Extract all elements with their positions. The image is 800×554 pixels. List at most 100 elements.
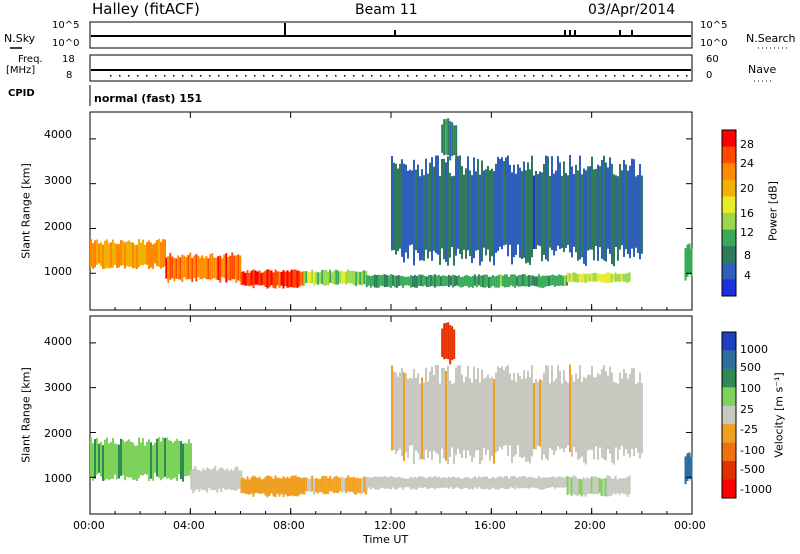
nave-dot (461, 75, 463, 77)
velocity-cell (252, 475, 255, 497)
velocity-cell (94, 439, 96, 479)
velocity-cell (355, 477, 358, 495)
velocity-cell (116, 444, 118, 480)
velocity-cell (300, 478, 303, 494)
power-cell (571, 166, 573, 258)
velocity-cell (483, 476, 486, 490)
velocity-cell (136, 445, 138, 481)
power-cell (423, 275, 426, 286)
power-cell (427, 173, 429, 259)
power-cell (461, 276, 464, 288)
velocity-cell (296, 476, 299, 497)
power-cell (481, 275, 484, 288)
power-cell (557, 274, 560, 286)
power-cell (347, 269, 350, 284)
velocity-cell (278, 477, 281, 497)
velocity-cell (387, 477, 390, 489)
velocity-cell (487, 374, 489, 450)
power-cell (533, 175, 535, 249)
power-cell (505, 157, 507, 245)
power-cell (465, 275, 468, 286)
velocity-cell (566, 476, 569, 496)
power-cell (483, 170, 485, 248)
nave-dot (380, 75, 382, 77)
velocity-cell (505, 366, 507, 446)
power-cell (375, 275, 378, 288)
nave-dot (443, 75, 445, 77)
nave-tick-low: 0 (706, 70, 713, 81)
velocity-cell (164, 437, 166, 477)
nave-dot (407, 75, 409, 77)
velocity-cell (196, 469, 199, 490)
velocity-cell (407, 378, 409, 458)
freq-trace (91, 69, 691, 77)
power-cell (543, 275, 546, 288)
velocity-cell (280, 478, 283, 495)
power-cell (581, 174, 583, 258)
velocity-cell (570, 477, 573, 496)
velocity-cell (433, 375, 435, 451)
power-cell (515, 276, 518, 286)
power-cell (479, 174, 481, 266)
velocity-cell (465, 476, 468, 488)
nave-dot (263, 75, 265, 77)
power-cell (427, 274, 430, 287)
velocity-cell (499, 476, 502, 488)
velocity-cell (475, 379, 477, 451)
velocity-cell (220, 467, 223, 493)
velocity-cell (633, 368, 635, 457)
power-cell (343, 272, 346, 284)
velocity-cell (627, 378, 629, 454)
velocity-cell (102, 445, 104, 481)
velocity-cell (579, 365, 581, 459)
power-cell (585, 170, 587, 266)
velocity-cell (481, 477, 484, 490)
velocity-cell (427, 476, 430, 489)
power-cell (601, 160, 603, 259)
velocity-cell (563, 370, 565, 452)
power-cell (363, 270, 366, 285)
velocity-cell (589, 374, 591, 450)
power-cell (493, 171, 495, 266)
power-cell (148, 240, 150, 270)
velocity-cell (198, 470, 201, 492)
velocity-cell (421, 377, 423, 460)
velocity-cell (587, 374, 589, 451)
power-cell (144, 244, 146, 265)
power-cell (266, 269, 269, 289)
velocity-cell (489, 478, 492, 490)
power-cell (191, 258, 194, 283)
power-cell (335, 269, 338, 285)
velocity-cell (146, 441, 148, 475)
power-cell (602, 273, 605, 283)
power-cell (411, 276, 414, 287)
velocity-cell (583, 376, 585, 463)
power-cell (485, 274, 488, 287)
velocity-cell (616, 479, 619, 494)
xtick-2400: 00:00 (674, 519, 706, 532)
velocity-cell (309, 478, 312, 492)
power-cell (231, 252, 234, 280)
velocity-cell (417, 373, 419, 453)
power-cell (628, 272, 631, 282)
power-cell (365, 275, 368, 288)
velocity-cell (441, 477, 444, 489)
power-cell (355, 271, 358, 287)
velocity-cell (537, 381, 539, 446)
power-cell (627, 170, 629, 255)
power-cell (106, 239, 108, 268)
nave-dot (398, 75, 400, 77)
freq-unit-label: [MHz] (6, 65, 36, 76)
power-cell (154, 242, 156, 264)
power-cell (633, 159, 635, 257)
velocity-cell (591, 366, 593, 450)
velocity-region (441, 322, 456, 365)
velocity-cell (531, 477, 534, 488)
velocity-cell (525, 378, 527, 462)
velocity-cell (577, 378, 579, 460)
velocity-cell (148, 439, 150, 481)
velocity-colorbar-swatch (722, 387, 736, 407)
nave-dot (227, 75, 229, 77)
velocity-cell (363, 476, 366, 493)
velocity-cell (218, 468, 221, 489)
